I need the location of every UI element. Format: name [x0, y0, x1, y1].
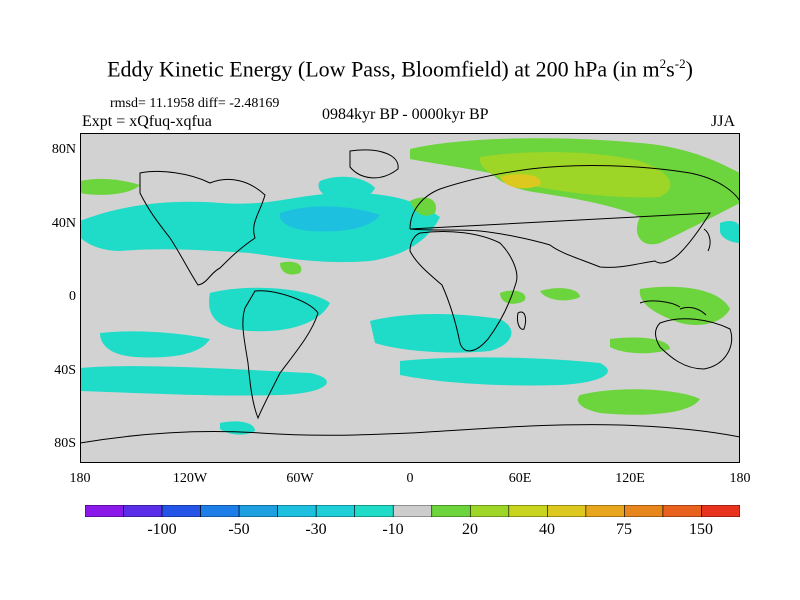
lon-label-120w: 120W	[172, 471, 208, 486]
colorbar-swatch	[662, 505, 702, 517]
colorbar-swatch	[277, 505, 317, 517]
colorbar-swatch	[431, 505, 471, 517]
lat-label-equator: 0	[69, 289, 76, 304]
lon-label-180e: 180	[729, 471, 751, 486]
figure-title: Eddy Kinetic Energy (Low Pass, Bloomfiel…	[107, 56, 693, 82]
period-label: 0984kyr BP - 0000kyr BP	[322, 106, 489, 123]
colorbar-swatch	[392, 505, 433, 517]
negative-anomaly-fields	[80, 176, 740, 435]
lon-label-60w: 60W	[286, 471, 314, 486]
colorbar-swatch	[585, 505, 625, 517]
experiment-label: Expt = xQfuq-xqfua	[82, 113, 212, 130]
lon-label-60e: 60E	[508, 471, 532, 486]
stats-label: rmsd= 11.1958 diff= -2.48169	[110, 96, 280, 111]
lat-label-40s: 40S	[54, 363, 76, 378]
lat-label-80n: 80N	[51, 142, 76, 157]
strong-negative-anomaly	[279, 206, 380, 232]
colorbar-swatch	[315, 505, 356, 517]
moderate-positive-anomaly	[479, 152, 671, 198]
colorbar-swatch	[161, 505, 201, 517]
colorbar-label: -100	[147, 521, 177, 538]
colorbar-swatch	[469, 505, 510, 517]
colorbar-label: 75	[616, 521, 632, 538]
colorbar-swatch	[354, 505, 394, 517]
colorbar-label: -50	[228, 521, 250, 538]
colorbar	[85, 505, 740, 517]
lat-label-40n: 40N	[51, 216, 76, 231]
lat-label-80s: 80S	[54, 436, 76, 451]
season-label: JJA	[711, 113, 736, 130]
colorbar-label: 40	[539, 521, 555, 538]
colorbar-swatch	[200, 505, 240, 517]
anomaly-map	[80, 133, 740, 463]
lon-label-0: 0	[406, 471, 414, 486]
strong-positive-anomaly	[500, 174, 541, 189]
lon-label-120e: 120E	[615, 471, 645, 486]
colorbar-swatch	[123, 505, 163, 517]
colorbar-swatch	[238, 505, 278, 517]
colorbar-swatch	[624, 505, 664, 517]
colorbar-label: -10	[382, 521, 404, 538]
coastlines	[80, 149, 740, 444]
colorbar-label: 150	[689, 521, 713, 538]
colorbar-label: -30	[305, 521, 327, 538]
colorbar-swatch	[85, 505, 124, 517]
lon-label-180w: 180	[69, 471, 91, 486]
colorbar-swatch	[547, 505, 587, 517]
colorbar-label: 20	[462, 521, 478, 538]
colorbar-swatch	[701, 505, 740, 517]
map-border	[80, 133, 740, 463]
colorbar-swatch	[508, 505, 548, 517]
